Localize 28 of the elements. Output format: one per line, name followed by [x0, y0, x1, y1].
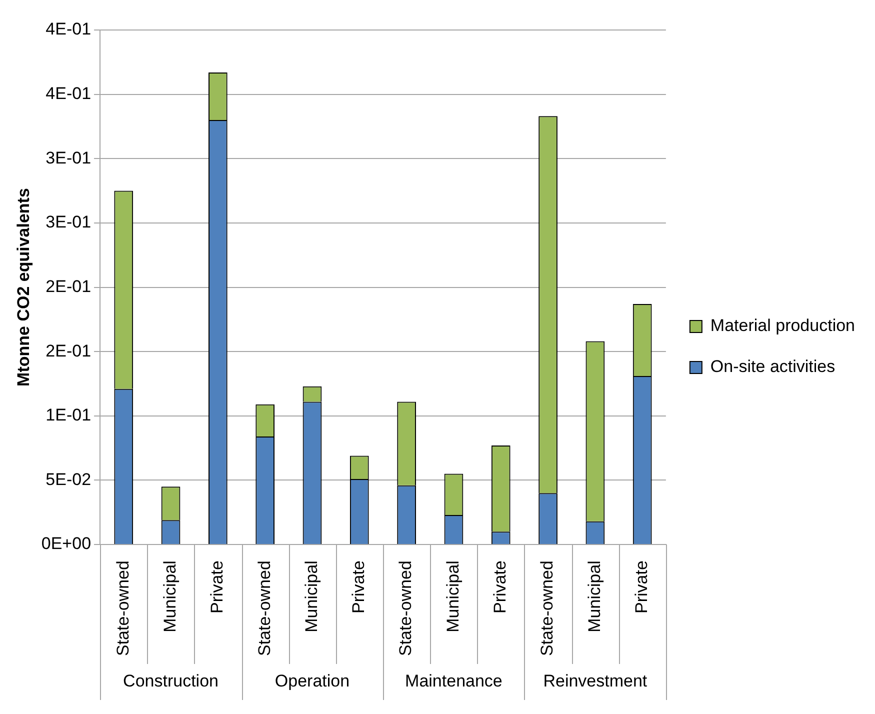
y-tick-label: 5E-02: [46, 470, 92, 489]
x-tick-label: Municipal: [160, 560, 180, 632]
y-tick-label: 4E-01: [46, 84, 92, 104]
legend-label: Material production: [710, 316, 856, 336]
y-tick-label: 2E-01: [46, 276, 92, 296]
y-tick-label: 4E-01: [46, 20, 92, 39]
x-tick-label: Municipal: [584, 560, 604, 632]
text: Construction: [123, 672, 218, 691]
y-tick-label: 3E-01: [46, 148, 92, 168]
y-tick-label: 2E-01: [46, 341, 92, 360]
text: Maintenance: [405, 672, 502, 691]
x-tick-label: Municipal: [443, 560, 462, 632]
x-tick-label: Municipal: [302, 560, 321, 632]
x-tick-label: State-owned: [113, 560, 132, 656]
text: Operation: [274, 672, 350, 691]
x-tick-label: State-owned: [396, 560, 416, 656]
y-tick-label: 0E+00: [41, 534, 92, 554]
y-tick-label: 3E-01: [46, 212, 92, 232]
x-tick-label: Private: [632, 560, 652, 614]
x-tick-label: Private: [490, 560, 510, 614]
y-tick-label: 1E-01: [46, 406, 92, 425]
x-tick-label: Private: [349, 560, 368, 614]
x-tick-label: State-owned: [254, 560, 274, 656]
legend-label: On-site activities: [710, 357, 836, 376]
x-tick-label: Private: [208, 560, 227, 614]
x-tick-label: State-owned: [538, 560, 557, 656]
y-axis-title: Mtonne CO2 equivalents: [14, 188, 33, 386]
text: Reinvestment: [543, 672, 648, 691]
